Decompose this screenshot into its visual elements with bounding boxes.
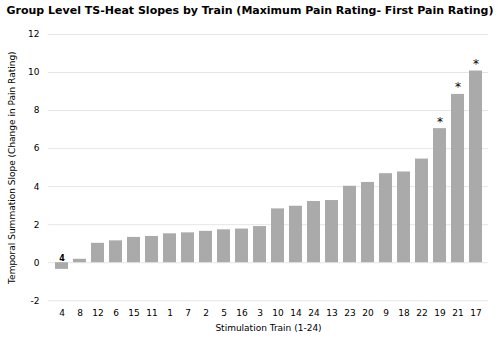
svg-text:1: 1 [167, 308, 173, 318]
svg-text:2: 2 [203, 308, 209, 318]
svg-text:Temporal Summation Slope (Chan: Temporal Summation Slope (Change in Pain… [7, 51, 17, 285]
svg-text:9: 9 [383, 308, 389, 318]
svg-text:11: 11 [146, 308, 157, 318]
svg-text:*: * [473, 57, 479, 71]
svg-text:4: 4 [59, 308, 65, 318]
svg-text:4: 4 [34, 181, 40, 191]
svg-text:12: 12 [28, 29, 39, 39]
svg-text:10: 10 [272, 308, 284, 318]
svg-text:12: 12 [92, 308, 103, 318]
svg-text:10: 10 [28, 67, 40, 77]
svg-text:13: 13 [326, 308, 337, 318]
svg-text:21: 21 [452, 308, 463, 318]
svg-text:8: 8 [34, 105, 40, 115]
svg-text:6: 6 [113, 308, 119, 318]
svg-text:19: 19 [434, 308, 446, 318]
svg-text:-2: -2 [31, 295, 40, 305]
svg-text:8: 8 [77, 308, 83, 318]
svg-text:0: 0 [34, 257, 40, 267]
svg-text:15: 15 [128, 308, 139, 318]
svg-text:20: 20 [362, 308, 374, 318]
svg-text:22: 22 [416, 308, 427, 318]
svg-text:6: 6 [34, 143, 40, 153]
html-text:Group Level TS-Heat Slopes by: Group Level TS-Heat Slopes by Train (Max… [6, 4, 494, 17]
svg-text:16: 16 [236, 308, 248, 318]
svg-text:7: 7 [185, 308, 191, 318]
svg-text:24: 24 [308, 308, 320, 318]
svg-text:5: 5 [221, 308, 227, 318]
svg-text:14: 14 [290, 308, 302, 318]
svg-text:17: 17 [470, 308, 481, 318]
svg-text:4: 4 [59, 254, 65, 263]
svg-text:Stimulation Train (1-24): Stimulation Train (1-24) [215, 323, 321, 333]
svg-text:18: 18 [398, 308, 410, 318]
svg-text:23: 23 [344, 308, 355, 318]
svg-text:3: 3 [257, 308, 263, 318]
svg-text:*: * [455, 80, 461, 94]
svg-text:2: 2 [34, 219, 40, 229]
svg-text:*: * [437, 114, 443, 128]
